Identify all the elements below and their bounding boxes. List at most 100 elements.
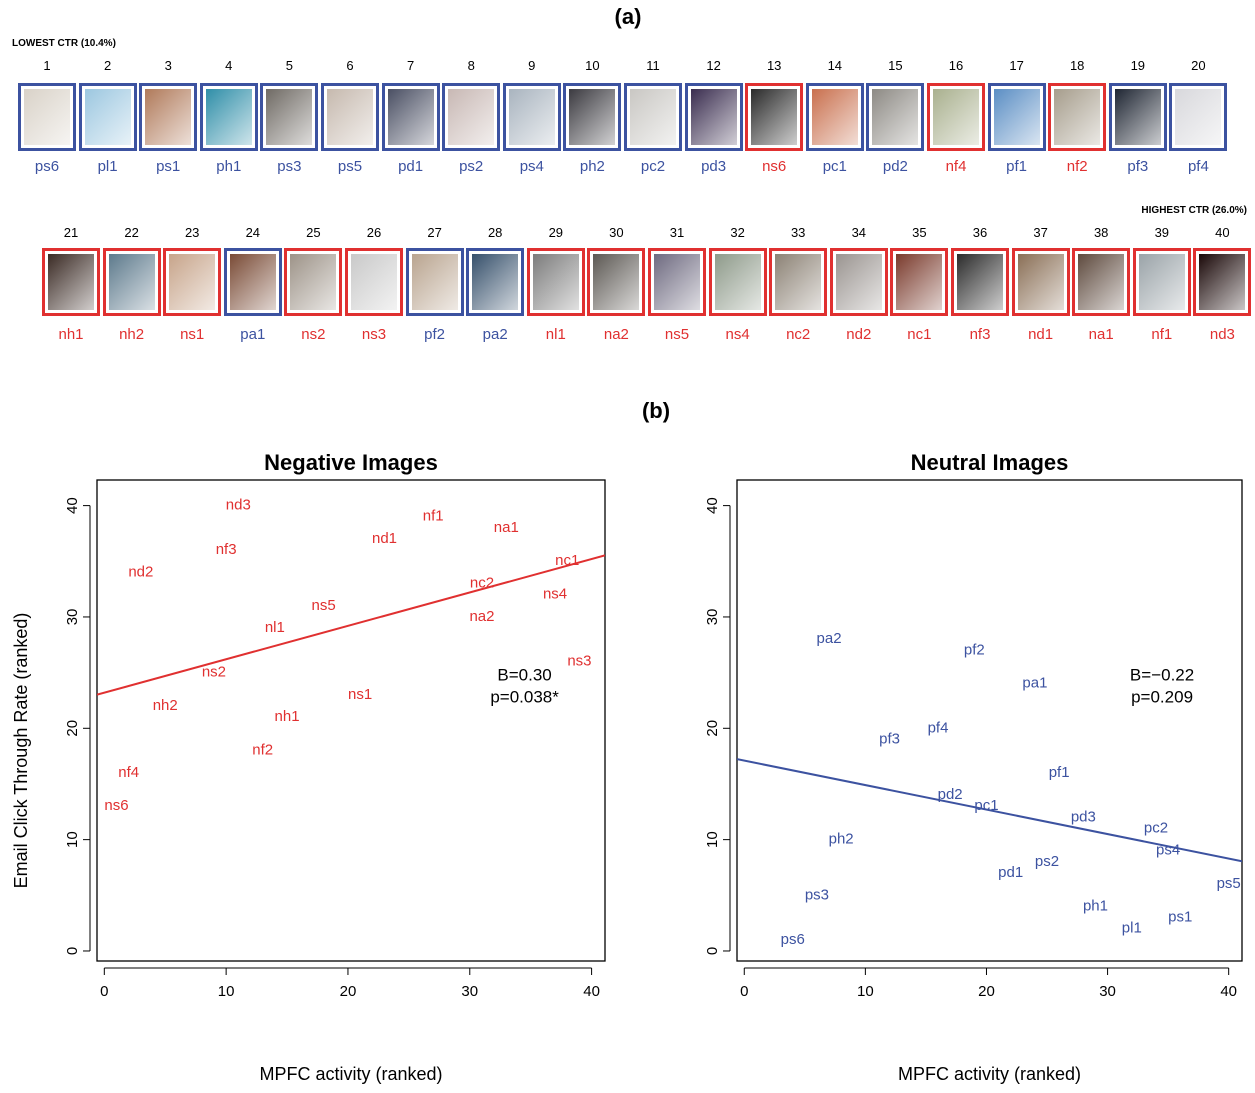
data-point-ns3: ns3 [567,652,591,669]
thumbnail-photo [351,254,397,310]
rank-number: 36 [972,225,988,240]
image-thumbnail [442,83,501,151]
image-thumbnail [502,83,561,151]
thumbnail-photo [835,254,882,310]
thumbnail-photo [1078,254,1125,310]
thumbnail-photo [472,254,519,310]
y-tick-label: 10 [64,831,81,848]
regression-line [737,758,1242,863]
image-code: na1 [1088,326,1114,343]
data-point-nd3: nd3 [226,497,251,514]
x-tick-label: 40 [1220,983,1237,1000]
image-thumbnail [163,248,222,316]
x-axis-label: MPFC activity (ranked) [259,1064,442,1084]
rank-number: 32 [730,225,745,240]
thumbnail-photo [108,254,155,310]
thumbnail-photo [84,89,131,145]
rank-number: 34 [851,225,867,240]
image-thumbnail [526,248,585,316]
image-thumbnail [321,83,379,151]
thumbnail-photo [532,254,579,310]
image-code: nh2 [119,326,145,343]
data-point-nf4: nf4 [118,764,139,781]
rank-number: 4 [225,58,233,73]
image-code: nc2 [786,326,811,343]
thumbnail-photo [48,254,94,310]
image-code: pc2 [640,158,666,175]
image-thumbnail [987,83,1046,151]
data-point-ph2: ph2 [829,831,854,848]
image-code: nc1 [907,326,932,343]
rank-number: 37 [1033,225,1048,240]
plot-frame [736,479,1243,962]
data-point-nh1: nh1 [275,708,300,725]
image-thumbnail [199,83,258,151]
rank-number: 26 [366,225,382,240]
image-thumbnail [951,248,1009,316]
image-code: nf4 [945,158,967,175]
data-point-nf1: nf1 [423,508,444,525]
negative-images-chart: Negative Images 0 10 20 30 40 0 10 20 30 40 MPFC ac… [11,450,606,1084]
image-code: pa1 [240,326,266,343]
rank-number: 14 [827,58,843,73]
data-point-ps1: ps1 [1168,909,1192,926]
image-code: nl1 [545,326,566,343]
thumbnail-photo [872,89,919,145]
rank-number: 25 [306,225,321,240]
thumbnail-photo [411,254,458,310]
highest-ctr-label: HIGHEST CTR (26.0%) [1141,205,1247,216]
stats-annotation: B=0.30 [497,665,551,684]
image-thumbnail [1132,248,1191,316]
x-tick-label: 10 [218,983,235,1000]
chart-title: Negative Images [264,450,438,475]
stats-annotation: p=0.209 [1131,687,1193,706]
image-code: ph1 [216,158,242,175]
data-point-pa1: pa1 [1022,675,1047,692]
image-code: ns5 [664,326,690,343]
thumbnail-photo [205,89,252,145]
image-code: pc1 [822,158,847,175]
image-thumbnail [1193,248,1252,316]
data-point-nd2: nd2 [128,563,153,580]
data-point-pd1: pd1 [998,864,1023,881]
image-thumbnail [1011,248,1070,316]
y-axis-label: Email Click Through Rate (ranked) [11,613,31,889]
rank-number: 27 [427,225,442,240]
image-thumbnail [927,83,985,151]
data-point-pd2: pd2 [938,786,963,803]
data-point-nf2: nf2 [252,742,273,759]
data-point-pf3: pf3 [879,730,900,747]
rank-number: 5 [285,58,293,73]
data-point-na2: na2 [469,608,494,625]
rank-number: 7 [406,58,415,73]
rank-number: 10 [585,58,600,73]
image-thumbnail [587,248,646,316]
data-point-ph1: ph1 [1083,897,1108,914]
image-code: pa2 [482,326,508,343]
x-tick-label: 30 [461,983,478,1000]
x-tick-label: 20 [978,983,995,1000]
image-code: nd2 [846,326,872,343]
image-thumbnail [345,248,403,316]
image-code: pf2 [424,326,446,343]
rank-number: 35 [912,225,927,240]
image-thumbnail [866,83,925,151]
image-thumbnail [42,248,100,316]
plot-frame [96,479,606,962]
image-code: nd1 [1028,326,1054,343]
thumbnail-photo [387,89,434,145]
image-code: ns6 [762,158,787,175]
data-point-nd1: nd1 [372,530,397,547]
image-code: pl1 [97,158,118,175]
x-axis-label: MPFC activity (ranked) [898,1064,1081,1084]
rank-number: 31 [669,225,685,240]
image-thumbnail [1048,83,1107,151]
data-point-pc1: pc1 [974,797,998,814]
thumbnail-photo [593,254,640,310]
image-code: ns4 [725,326,750,343]
image-code: ps6 [34,158,60,175]
rank-number: 16 [948,58,964,73]
image-thumbnail [381,83,440,151]
y-tick-label: 0 [704,947,721,955]
y-tick-label: 10 [704,831,721,848]
